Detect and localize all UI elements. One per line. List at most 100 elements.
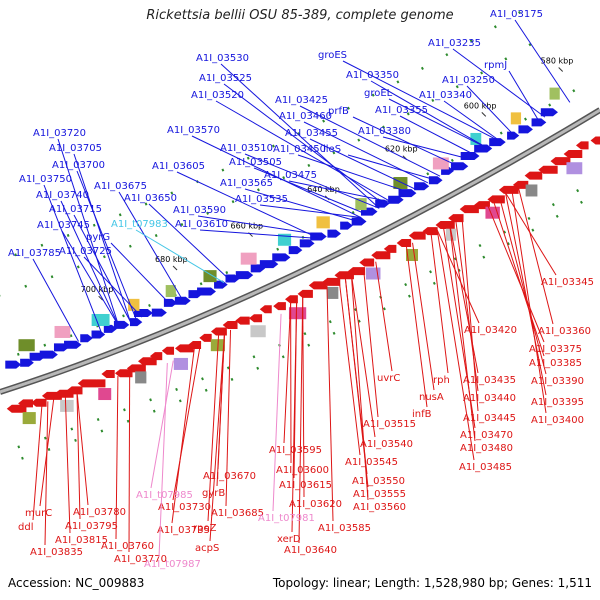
- reverse-gene-arrow: [259, 305, 272, 314]
- reverse-gene-leader: [498, 196, 547, 375]
- forward-gene-label: A1I_03350: [346, 70, 399, 81]
- reverse-gene-leader: [128, 371, 131, 553]
- forward-gene-label: A1I_03725: [59, 246, 112, 257]
- forward-gene-leader: [514, 19, 571, 103]
- forward-gene-leader: [176, 171, 320, 239]
- forward-gene-arrow: [398, 189, 417, 198]
- forward-gene-leader: [244, 188, 356, 222]
- reverse-gene-leader: [436, 229, 480, 324]
- reverse-gene-arrow: [334, 271, 354, 280]
- reverse-gene-label: A1I_03770: [114, 554, 167, 565]
- reverse-gene-arrow: [359, 258, 375, 267]
- reverse-gene-leader: [492, 199, 545, 357]
- tick-label: 660 kbp: [231, 222, 264, 231]
- cog-block: [406, 248, 419, 261]
- forward-gene-leader: [83, 256, 143, 318]
- tick-label: 640 kbp: [307, 185, 340, 194]
- reverse-gene-leader: [64, 395, 71, 534]
- reverse-gene-label: rph: [433, 375, 450, 386]
- forward-gene-label: A1I_03355: [375, 105, 428, 116]
- forward-gene-label: A1I_03610: [175, 219, 228, 230]
- cog-block: [173, 357, 189, 370]
- forward-gene-label: A1I_03475: [264, 170, 317, 181]
- reverse-gene-arrow: [6, 404, 27, 413]
- forward-gene-leader: [303, 121, 429, 184]
- forward-gene-arrow: [340, 221, 353, 230]
- reverse-gene-label: A1I_03670: [203, 471, 256, 482]
- reverse-gene-leader: [207, 335, 220, 522]
- reverse-gene-leader: [171, 345, 196, 524]
- forward-gene-leader: [199, 229, 320, 239]
- reverse-gene-label: A1I_03815: [55, 535, 108, 546]
- forward-gene-arrow: [174, 296, 191, 305]
- reverse-gene-label: A1I_03600: [276, 465, 329, 476]
- reverse-gene-label: A1I_03780: [73, 507, 126, 518]
- reverse-gene-label: A1I_03585: [318, 523, 371, 534]
- forward-gene-label: A1I_03525: [199, 73, 252, 84]
- forward-gene-label: groEL: [364, 88, 393, 99]
- reverse-gene-label: A1I_03515: [363, 419, 416, 430]
- reverse-gene-arrow: [273, 302, 286, 311]
- reverse-gene-label: A1I_03435: [463, 375, 516, 386]
- forward-gene-arrow: [235, 271, 254, 280]
- reverse-gene-label: A1I_03390: [531, 376, 584, 387]
- reverse-gene-label: rpoZ: [193, 523, 217, 534]
- forward-gene-label: groES: [318, 50, 347, 61]
- forward-gene-leader: [253, 167, 368, 215]
- accession-label: Accession: NC_009883: [8, 576, 145, 590]
- forward-gene-arrow: [64, 340, 82, 349]
- reverse-gene-leader: [350, 273, 369, 501]
- cog-block: [250, 325, 266, 338]
- forward-gene-leader: [57, 138, 120, 327]
- reverse-gene-leader: [338, 279, 361, 456]
- tick-label: 620 kbp: [385, 145, 418, 154]
- reverse-gene-leader: [115, 375, 119, 540]
- forward-gene-arrow: [39, 350, 58, 359]
- forward-gene-leader: [443, 100, 502, 143]
- reverse-gene-label: A1I_03555: [353, 489, 406, 500]
- forward-gene-arrow: [518, 125, 533, 134]
- forward-gene-arrow: [91, 330, 106, 339]
- reverse-gene-arrow: [408, 231, 426, 240]
- forward-gene-label: A1I_03175: [490, 9, 543, 20]
- forward-gene-label: A1I_03705: [49, 143, 102, 154]
- forward-gene-label: A1I_03785: [8, 248, 61, 259]
- forward-gene-label: A1I_03570: [167, 125, 220, 136]
- reverse-gene-label: A1I_03730: [158, 502, 211, 513]
- forward-gene-leader: [382, 136, 471, 160]
- backbone: [0, 108, 600, 394]
- reverse-gene-arrow: [590, 136, 600, 145]
- forward-gene-arrow: [259, 260, 279, 269]
- reverse-gene-leader: [486, 202, 545, 343]
- reverse-gene-arrow: [91, 379, 106, 388]
- reverse-gene-leader: [405, 245, 428, 408]
- reverse-gene-leader: [511, 189, 547, 414]
- reverse-gene-leader: [302, 297, 305, 498]
- reverse-gene-arrow: [524, 171, 543, 180]
- reverse-gene-leader: [291, 300, 298, 533]
- reverse-gene-arrow: [248, 314, 263, 323]
- forward-gene-arrow: [129, 318, 143, 327]
- reverse-gene-leader: [32, 403, 43, 521]
- reverse-gene-leader: [326, 285, 334, 522]
- reverse-gene-arrow: [175, 344, 194, 353]
- reverse-gene-arrow: [383, 244, 397, 253]
- reverse-gene-leader: [172, 342, 202, 501]
- forward-gene-label: A1I_03650: [124, 193, 177, 204]
- reverse-gene-arrow: [396, 238, 412, 247]
- forward-gene-leader: [43, 184, 103, 334]
- tick-label: 600 kbp: [464, 101, 497, 110]
- forward-gene-arrow: [428, 176, 443, 185]
- reverse-gene-arrow: [422, 227, 438, 236]
- cog-block: [98, 388, 112, 401]
- reverse-gene-arrow: [575, 141, 589, 150]
- tick-label: 580 kbp: [541, 56, 574, 65]
- forward-gene-label: A1I_03740: [36, 190, 89, 201]
- reverse-gene-arrow: [66, 386, 83, 395]
- reverse-gene-label: ddl: [18, 522, 33, 533]
- forward-gene-leader: [73, 153, 131, 322]
- forward-gene-label: A1I_03605: [152, 161, 205, 172]
- cog-block: [326, 286, 339, 299]
